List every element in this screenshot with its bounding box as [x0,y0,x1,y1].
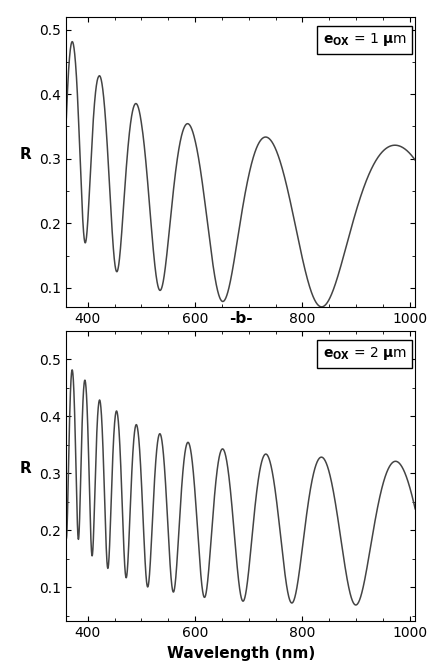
X-axis label: Wavelength (nm): Wavelength (nm) [166,646,315,661]
Text: $\mathbf{e_{OX}}$ = 1 $\mathbf{\mu}$m: $\mathbf{e_{OX}}$ = 1 $\mathbf{\mu}$m [323,31,407,48]
Text: $\mathbf{e_{OX}}$ = 2 $\mathbf{\mu}$m: $\mathbf{e_{OX}}$ = 2 $\mathbf{\mu}$m [323,345,407,362]
Y-axis label: R: R [20,461,32,476]
Y-axis label: R: R [20,147,32,162]
Text: -b-: -b- [229,311,253,327]
X-axis label: Wavelength (nm): Wavelength (nm) [166,331,315,347]
